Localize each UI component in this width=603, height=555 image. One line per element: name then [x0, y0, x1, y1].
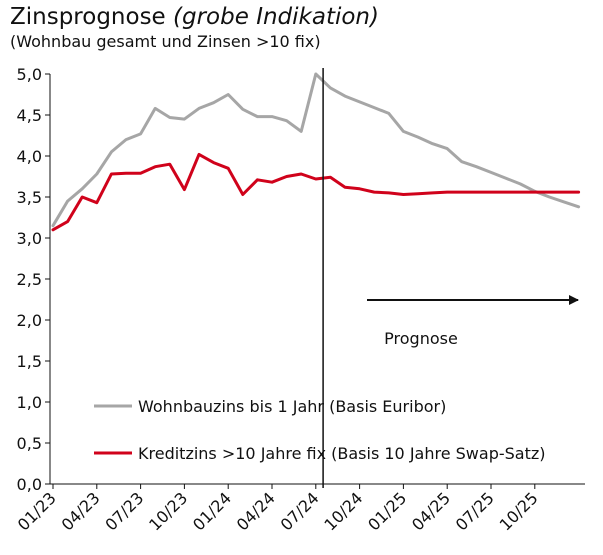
x-tick-label: 07/25 [452, 488, 498, 534]
forecast-label: Prognose [384, 329, 458, 348]
y-tick-label: 0,5 [17, 434, 42, 453]
x-tick-label: 10/25 [496, 488, 542, 534]
legend-label-kreditzins: Kreditzins >10 Jahre fix (Basis 10 Jahre… [138, 444, 546, 463]
y-tick-label: 3,0 [17, 229, 42, 248]
x-tick-label: 07/24 [277, 488, 323, 534]
y-tick-label: 5,0 [17, 65, 42, 84]
chart-subtitle: (Wohnbau gesamt und Zinsen >10 fix) [10, 32, 321, 51]
chart-header: Zinsprognose (grobe Indikation) (Wohnbau… [10, 2, 593, 52]
x-tick-label: 04/23 [58, 488, 104, 534]
x-tick-label: 01/24 [189, 488, 235, 534]
y-tick-label: 4,5 [17, 106, 42, 125]
chart-title-italic: (grobe Indikation) [173, 4, 379, 30]
y-tick-label: 2,5 [17, 270, 42, 289]
x-tick-label: 10/23 [145, 488, 191, 534]
y-tick-label: 3,5 [17, 188, 42, 207]
series-line-kreditzins [51, 152, 581, 232]
y-tick-label: 4,0 [17, 147, 42, 166]
x-tick-label: 04/25 [408, 488, 454, 534]
y-tick-label: 1,0 [17, 393, 42, 412]
y-tick-label: 1,5 [17, 352, 42, 371]
series-line-wohnbauzins [51, 72, 581, 228]
x-tick-label: 01/25 [364, 488, 410, 534]
x-tick-label: 04/24 [233, 488, 279, 534]
y-tick-label: 2,0 [17, 311, 42, 330]
chart-title-main: Zinsprognose [10, 4, 166, 30]
x-tick-label: 07/23 [101, 488, 147, 534]
y-tick-label: 0,0 [17, 475, 42, 494]
legend-label-wohnbauzins: Wohnbauzins bis 1 Jahr (Basis Euribor) [138, 397, 446, 416]
chart-title: Zinsprognose (grobe Indikation) [10, 2, 593, 32]
x-tick-label: 10/24 [320, 488, 366, 534]
x-tick-label: 01/23 [14, 488, 60, 534]
